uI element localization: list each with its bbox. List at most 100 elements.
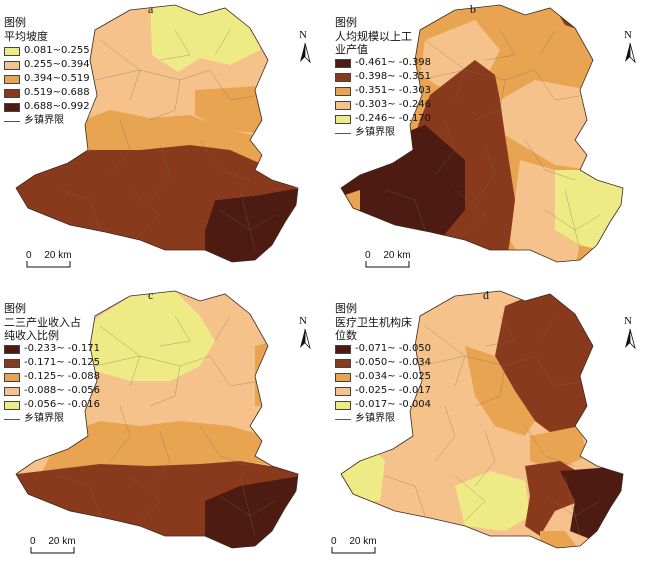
township-boundaries xyxy=(384,29,601,251)
north-label: N xyxy=(299,29,307,41)
north-arrow: N xyxy=(296,315,314,350)
legend-label: -0.025~ -0.017 xyxy=(355,385,432,396)
region-class-3 xyxy=(40,421,280,476)
region-class-3 xyxy=(530,426,587,471)
legend-label: 乡镇界限 xyxy=(24,115,64,126)
scale-zero: 0 xyxy=(365,250,371,261)
north-label: N xyxy=(624,29,632,41)
legend-label: 0.519~0.688 xyxy=(24,87,90,98)
legend: 图例 平均坡度 0.081~0.255 0.255~0.394 0.394~0.… xyxy=(4,16,90,128)
legend-swatch xyxy=(335,344,351,354)
legend-swatch xyxy=(4,400,20,410)
map-panel-b: b 图例 人均规模以上工业产值 -0.461~ -0.398 -0.398~ -… xyxy=(325,0,650,285)
legend-item: 0.081~0.255 xyxy=(4,44,90,58)
legend-label: -0.351~ -0.303 xyxy=(355,85,432,96)
legend-item: -0.050~ -0.034 xyxy=(335,356,431,370)
scale-bar: 0 20 km xyxy=(30,536,90,555)
scale-zero: 0 xyxy=(331,536,337,547)
map-panel-a: a 图例 平均坡度 0.081~0.255 0.255~0.394 0.394~… xyxy=(0,0,325,285)
legend-swatch xyxy=(335,372,351,382)
north-arrow: N xyxy=(296,29,314,64)
legend-label: 乡镇界限 xyxy=(24,413,64,424)
legend-label: 乡镇界限 xyxy=(355,127,395,138)
legend-swatch xyxy=(335,386,351,396)
panel-letter: d xyxy=(483,288,489,302)
legend-label: -0.071~ -0.050 xyxy=(355,343,432,354)
legend-swatch xyxy=(335,72,351,82)
north-arrow-icon xyxy=(300,328,311,350)
township-boundaries xyxy=(59,315,276,537)
choropleth-map-a xyxy=(15,4,299,263)
legend-item: -0.351~ -0.303 xyxy=(335,84,431,98)
region-class-5 xyxy=(341,441,385,501)
region-outline xyxy=(15,4,299,263)
legend-swatch xyxy=(4,46,20,56)
legend-heading: 图例 xyxy=(4,302,26,315)
scale-distance: 20 km xyxy=(383,250,411,261)
scale-zero: 0 xyxy=(30,536,36,547)
north-label: N xyxy=(299,315,307,327)
boundary-line-icon xyxy=(335,132,351,134)
region-class-1 xyxy=(341,125,465,240)
legend-swatch xyxy=(4,102,20,112)
legend: 图例 二三产业收入占纯收入比例 -0.233~ -0.171 -0.171~ -… xyxy=(4,302,100,426)
legend-item: -0.017~ -0.004 xyxy=(335,398,431,412)
boundary-line-icon xyxy=(335,418,351,420)
scale-bar: 0 20 km xyxy=(365,250,425,269)
legend-item: -0.034~ -0.025 xyxy=(335,370,431,384)
legend-item-boundary: 乡镇界限 xyxy=(4,114,90,128)
boundary-line-icon xyxy=(4,120,20,122)
legend-swatch xyxy=(335,58,351,68)
legend-item: -0.246~ -0.170 xyxy=(335,112,431,126)
north-arrow: N xyxy=(621,315,639,350)
scale-distance: 20 km xyxy=(48,536,76,547)
legend-item-boundary: 乡镇界限 xyxy=(4,412,100,426)
region-class-3 xyxy=(195,85,275,135)
legend-label: 0.394~0.519 xyxy=(24,73,90,84)
choropleth-map-c xyxy=(15,290,299,549)
region-outline xyxy=(340,4,624,263)
scale-bar-line xyxy=(30,547,75,554)
legend-swatch xyxy=(4,60,20,70)
legend-item: -0.125~ -0.088 xyxy=(4,370,100,384)
region-class-3 xyxy=(255,341,275,406)
legend-swatch xyxy=(4,88,20,98)
legend-item: 0.394~0.519 xyxy=(4,72,90,86)
north-label: N xyxy=(624,315,632,327)
boundary-line-icon xyxy=(4,418,20,420)
legend-item: -0.171~ -0.125 xyxy=(4,356,100,370)
region-class-5 xyxy=(85,291,215,381)
scale-bar-line xyxy=(365,261,410,268)
scale-zero: 0 xyxy=(26,250,32,261)
legend-label: 0.081~0.255 xyxy=(24,45,90,56)
region-class-5 xyxy=(205,188,298,262)
choropleth-map-b xyxy=(340,4,624,263)
legend-item: -0.461~ -0.398 xyxy=(335,56,431,70)
north-arrow-icon xyxy=(625,42,636,64)
scale-bar-line xyxy=(26,261,71,268)
legend-heading: 图例 xyxy=(335,302,357,315)
legend-label: -0.125~ -0.088 xyxy=(24,371,101,382)
panel-letter: b xyxy=(470,2,476,16)
legend-swatch xyxy=(335,86,351,96)
legend-heading: 图例 xyxy=(4,16,26,29)
scale-distance: 20 km xyxy=(349,536,377,547)
legend-item: -0.398~ -0.351 xyxy=(335,70,431,84)
legend-item: 0.255~0.394 xyxy=(4,58,90,72)
legend-label: 乡镇界限 xyxy=(355,413,395,424)
map-panel-d: d 图例 医疗卫生机构床位数 -0.071~ -0.050 -0.050~ -0… xyxy=(325,286,650,571)
legend-item: 0.688~0.992 xyxy=(4,100,90,114)
legend-label: -0.461~ -0.398 xyxy=(355,57,432,68)
legend-item: -0.088~ -0.056 xyxy=(4,384,100,398)
region-class-2 xyxy=(495,291,600,436)
township-boundaries xyxy=(59,29,276,251)
legend-item: -0.303~ -0.246 xyxy=(335,98,431,112)
region-class-1 xyxy=(150,5,260,72)
legend-label: -0.246~ -0.170 xyxy=(355,113,432,124)
north-arrow-icon xyxy=(625,328,636,350)
legend-swatch xyxy=(4,386,20,396)
legend-item: -0.233~ -0.171 xyxy=(4,342,100,356)
legend-label: -0.056~ -0.016 xyxy=(24,399,101,410)
region-class-4 xyxy=(510,160,580,262)
north-arrow: N xyxy=(621,29,639,64)
